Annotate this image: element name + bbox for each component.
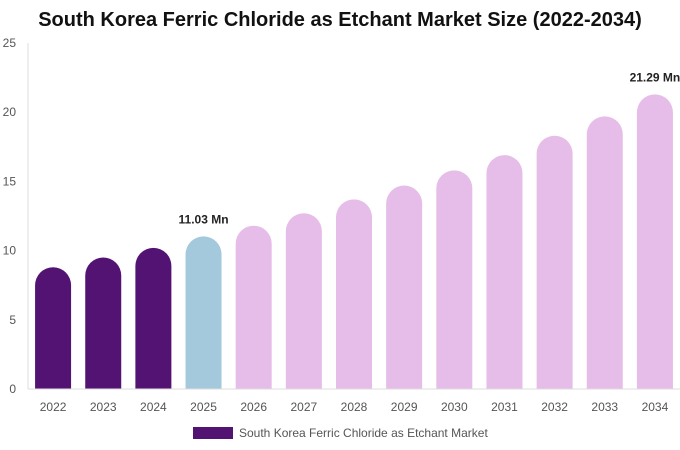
y-tick-label: 15	[3, 174, 17, 188]
y-tick-label: 20	[3, 105, 17, 119]
legend-label: South Korea Ferric Chloride as Etchant M…	[239, 426, 488, 440]
x-tick-label: 2029	[391, 400, 418, 414]
y-axis: 0 5 10 15 20 25	[3, 36, 29, 396]
x-tick-label: 2032	[541, 400, 568, 414]
bar-2034[interactable]	[636, 94, 673, 389]
x-tick-label: 2022	[40, 400, 67, 414]
bar-2032[interactable]	[536, 135, 573, 389]
bar-2031[interactable]	[486, 155, 523, 389]
bar-2025[interactable]	[185, 236, 222, 389]
x-axis: 2022 2023 2024 2025 2026 2027 2028 2029 2030 2031…	[28, 388, 680, 414]
x-tick-label: 2023	[90, 400, 117, 414]
bar-2026[interactable]	[235, 225, 272, 389]
bar-2030[interactable]	[436, 170, 473, 389]
bar-2029[interactable]	[386, 185, 423, 389]
x-tick-label: 2030	[441, 400, 468, 414]
bar-2028[interactable]	[336, 199, 372, 389]
data-label-2025: 11.03 Mn	[179, 212, 229, 226]
bar-2022[interactable]	[35, 267, 72, 389]
legend[interactable]: South Korea Ferric Chloride as Etchant M…	[193, 425, 488, 441]
x-tick-label: 2034	[642, 400, 669, 414]
legend-swatch	[193, 427, 233, 439]
x-tick-label: 2027	[290, 400, 317, 414]
chart-title: South Korea Ferric Chloride as Etchant M…	[38, 9, 642, 31]
data-label-2034: 21.29 Mn	[630, 70, 680, 84]
x-tick-label: 2033	[591, 400, 618, 414]
bar-2027[interactable]	[285, 213, 322, 389]
bar-2024[interactable]	[135, 247, 172, 389]
x-tick-label: 2026	[240, 400, 267, 414]
bar-2033[interactable]	[586, 116, 623, 390]
y-tick-label: 25	[3, 36, 17, 50]
y-tick-label: 0	[9, 382, 16, 396]
x-tick-label: 2028	[341, 400, 368, 414]
y-tick-label: 5	[9, 313, 16, 327]
bar-2023[interactable]	[85, 257, 122, 389]
bars	[35, 94, 673, 390]
y-tick-label: 10	[3, 244, 17, 258]
x-tick-label: 2031	[491, 400, 518, 414]
x-tick-label: 2024	[140, 400, 167, 414]
x-tick-label: 2025	[190, 400, 217, 414]
data-labels: 11.03 Mn 21.29 Mn	[179, 70, 680, 226]
